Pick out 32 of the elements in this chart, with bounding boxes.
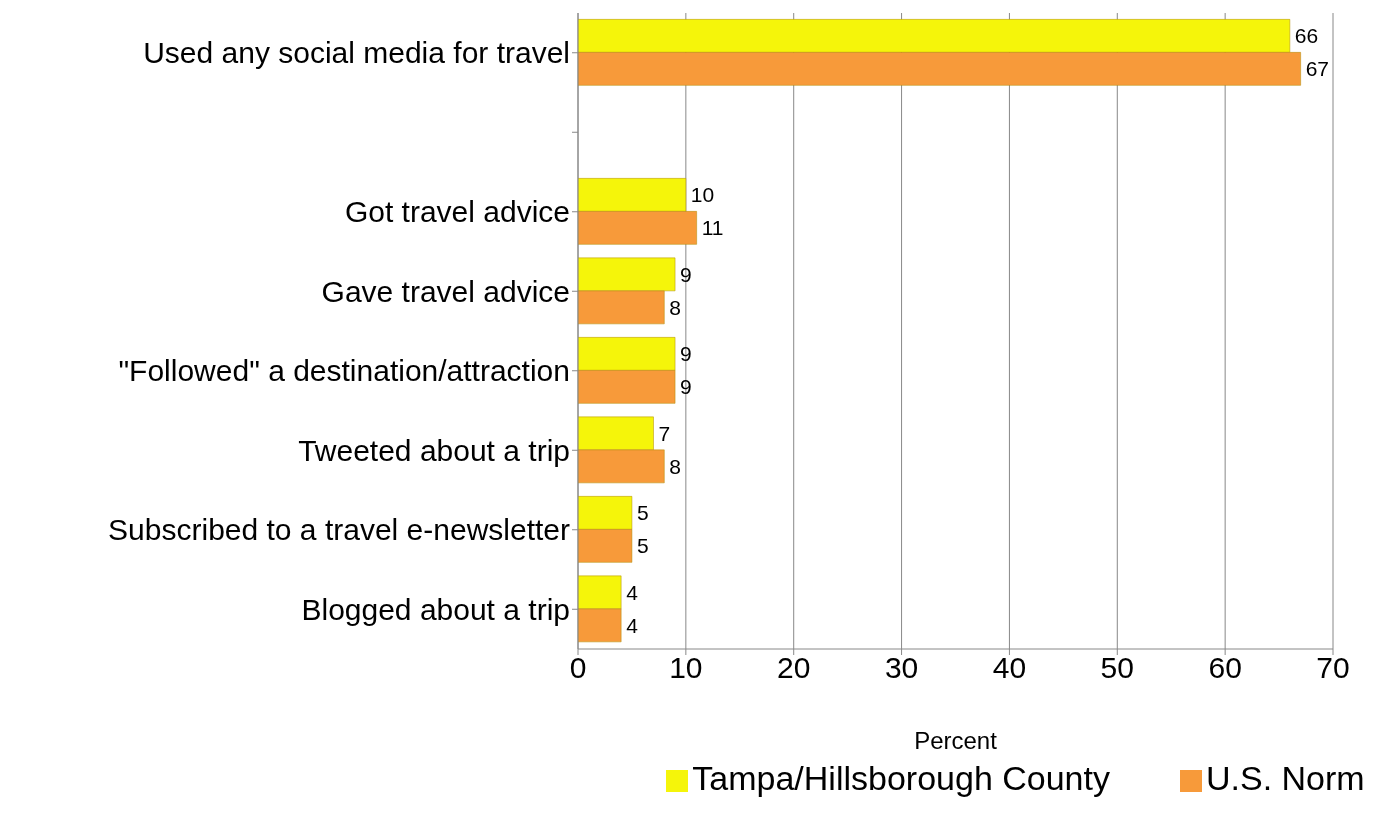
x-tick-label: 20: [777, 651, 811, 685]
data-label: 9: [680, 375, 692, 399]
x-tick-label: 0: [569, 651, 587, 685]
x-tick-label: 70: [1316, 651, 1350, 685]
data-label: 5: [636, 501, 649, 525]
data-label: 11: [701, 216, 724, 240]
y-tick-label: Got travel advice: [344, 195, 570, 229]
legend-label: Tampa/Hillsborough County: [692, 759, 1110, 797]
data-label: 8: [669, 454, 681, 478]
data-label: 5: [636, 534, 649, 558]
y-tick-label: Gave travel advice: [321, 274, 570, 308]
x-tick-label: 30: [884, 651, 919, 685]
x-axis-title: Percent: [914, 727, 998, 754]
y-tick-label: Subscribed to a travel e-newsletter: [108, 513, 570, 547]
x-tick-label: 40: [992, 651, 1027, 685]
data-label: 8: [669, 295, 681, 319]
data-label: 4: [626, 613, 639, 637]
data-label: 7: [658, 421, 671, 445]
x-tick-label: 50: [1100, 651, 1134, 685]
data-label: 66: [1294, 24, 1319, 48]
y-tick-label: "Followed" a destination/attraction: [118, 354, 570, 388]
data-label: 10: [690, 183, 715, 207]
data-label: 4: [626, 580, 639, 604]
x-tick-label: 60: [1208, 651, 1242, 685]
data-label: 67: [1305, 57, 1329, 81]
y-tick-label: Blogged about a trip: [301, 592, 570, 626]
legend-label: U.S. Norm: [1205, 759, 1365, 797]
x-tick-label: 10: [669, 651, 703, 685]
y-tick-label: Used any social media for travel: [143, 36, 570, 70]
data-label: 9: [680, 262, 692, 286]
y-tick-label: Tweeted about a trip: [298, 433, 570, 467]
data-label: 9: [680, 342, 692, 366]
